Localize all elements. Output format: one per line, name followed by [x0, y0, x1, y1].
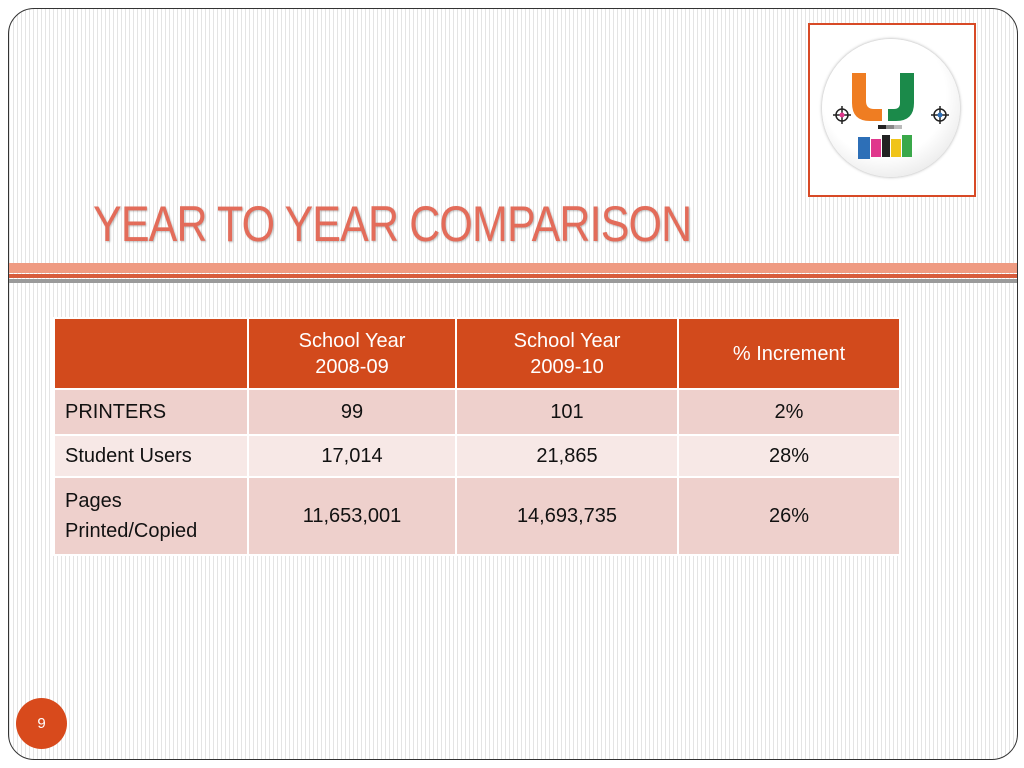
- title-rule-gray: [9, 279, 1017, 283]
- slide-title: YEAR TO YEAR COMPARISON: [93, 196, 692, 252]
- row-label: PRINTERS: [53, 388, 249, 436]
- table-cell: 11,653,001: [247, 476, 457, 556]
- table-cell: 28%: [677, 434, 901, 478]
- table-cell: 99: [247, 388, 457, 436]
- u-print-logo-graphic: [833, 73, 949, 159]
- table-cell: 101: [455, 388, 679, 436]
- u-print-logo: [822, 39, 960, 177]
- table-cell: 26%: [677, 476, 901, 556]
- title-rule-light: [9, 263, 1017, 273]
- row-label: Student Users: [53, 434, 249, 478]
- column-header: School Year 2009-10: [455, 317, 679, 390]
- page-number: 9: [37, 715, 46, 732]
- slide: YEAR TO YEAR COMPARISON School Year 2008…: [8, 8, 1018, 760]
- column-header: % Increment: [677, 317, 901, 390]
- column-header: [53, 317, 249, 390]
- row-label: Pages Printed/Copied: [53, 476, 249, 556]
- table-header-row: School Year 2008-09 School Year 2009-10 …: [53, 317, 901, 390]
- table-cell: 17,014: [247, 434, 457, 478]
- title-rule-orange: [9, 274, 1017, 278]
- table-cell: 21,865: [455, 434, 679, 478]
- table-cell: 2%: [677, 388, 901, 436]
- table-cell: 14,693,735: [455, 476, 679, 556]
- table-row: PRINTERS 99 101 2%: [53, 388, 901, 436]
- comparison-table: School Year 2008-09 School Year 2009-10 …: [53, 317, 901, 556]
- logo-frame: [808, 23, 976, 197]
- column-header: School Year 2008-09: [247, 317, 457, 390]
- table-row: Pages Printed/Copied 11,653,001 14,693,7…: [53, 476, 901, 556]
- table-row: Student Users 17,014 21,865 28%: [53, 434, 901, 478]
- page-number-badge: 9: [16, 698, 67, 749]
